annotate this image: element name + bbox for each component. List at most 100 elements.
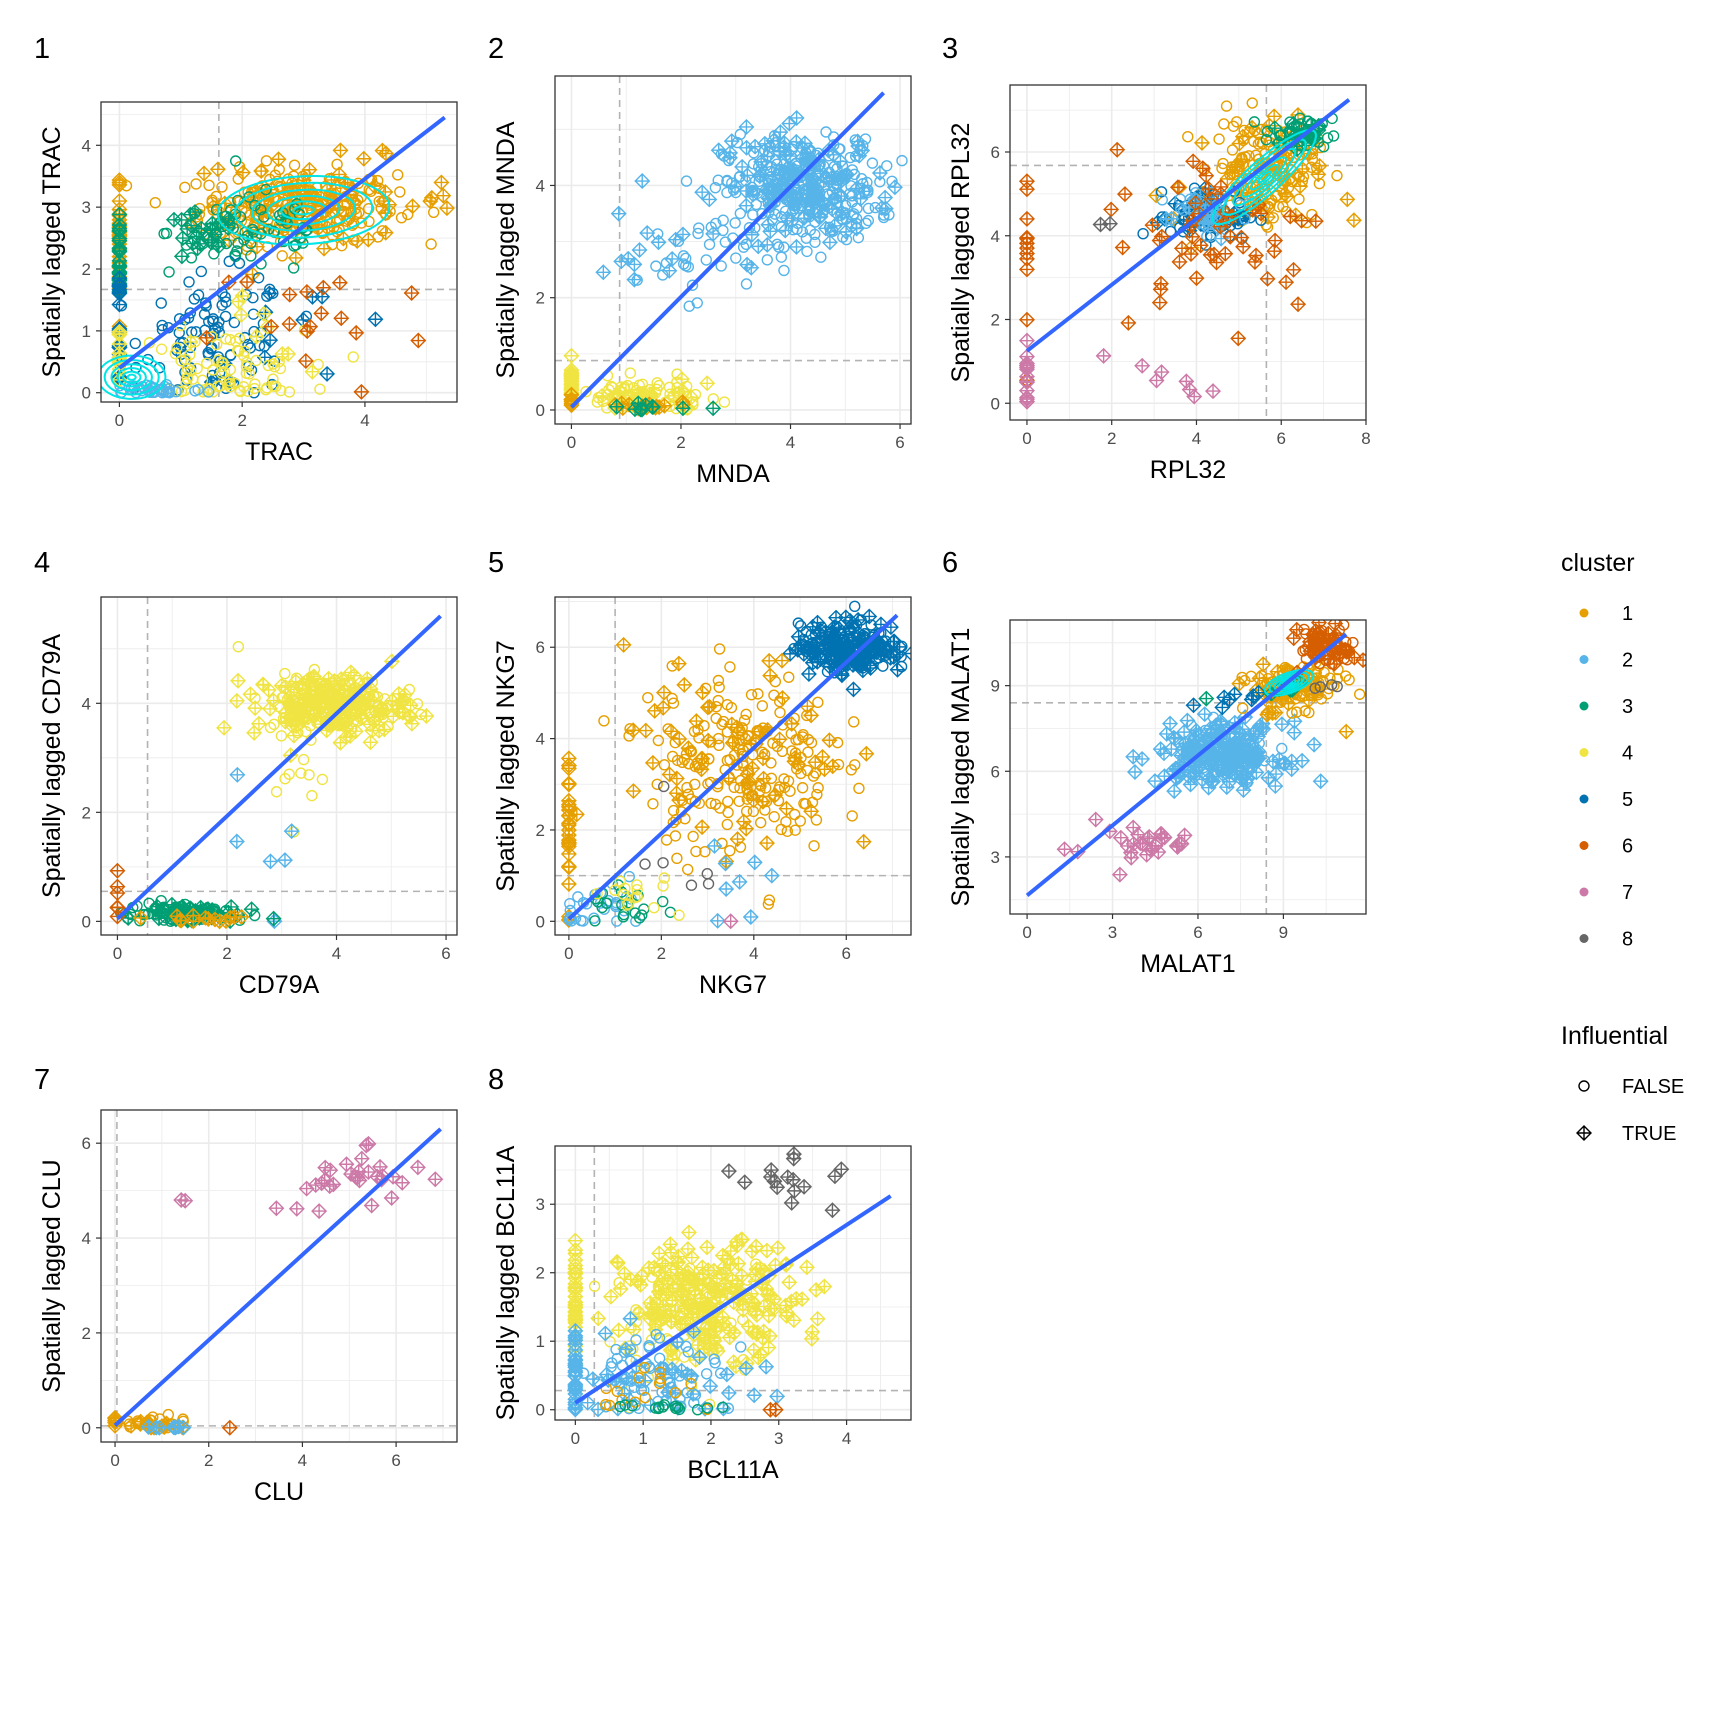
panel-border <box>100 1109 458 1443</box>
point-influential <box>409 1159 426 1176</box>
legend-cluster-key <box>1579 701 1589 711</box>
point-influential <box>748 1326 765 1343</box>
point <box>712 674 725 687</box>
point <box>171 342 183 354</box>
point <box>734 774 747 787</box>
point-influential <box>353 383 370 400</box>
y-tick-label: 4 <box>82 694 91 713</box>
point <box>1331 680 1343 693</box>
point-influential <box>1162 715 1179 732</box>
point-influential <box>755 750 772 767</box>
point <box>249 378 261 390</box>
legend-circle-key <box>1578 1080 1590 1092</box>
point <box>710 1321 723 1333</box>
point <box>155 297 167 309</box>
point-influential <box>253 163 270 180</box>
point <box>658 759 671 771</box>
point-influential <box>602 1288 619 1305</box>
point-influential <box>774 689 791 706</box>
point <box>196 374 209 386</box>
point-influential <box>746 854 763 871</box>
point-influential <box>739 766 756 783</box>
point-influential <box>331 274 348 291</box>
point-influential <box>731 873 748 890</box>
point-influential <box>597 1325 614 1342</box>
point-influential <box>1018 210 1035 227</box>
point <box>831 162 843 175</box>
panel-tag: 2 <box>488 33 504 65</box>
point-influential <box>914 208 928 222</box>
point <box>810 814 823 826</box>
point-influential <box>584 1371 601 1388</box>
point-influential <box>615 636 632 653</box>
point-influential <box>315 279 332 296</box>
point-influential <box>567 1299 584 1316</box>
point-influential <box>762 667 779 684</box>
point-influential <box>1198 690 1215 707</box>
point-influential <box>803 803 820 820</box>
point <box>115 300 128 312</box>
point <box>615 886 628 898</box>
point <box>626 1400 638 1412</box>
point <box>1261 125 1274 138</box>
point-influential <box>1166 783 1183 800</box>
y-axis-title: Spatially lagged RPL32 <box>947 123 975 383</box>
point-influential <box>709 912 726 929</box>
point <box>740 278 753 290</box>
point <box>700 254 712 266</box>
point-influential <box>111 206 128 223</box>
point-influential <box>848 220 865 237</box>
point-influential <box>759 236 776 253</box>
point-influential <box>739 167 756 184</box>
point-influential <box>1185 153 1202 170</box>
point <box>658 1399 671 1411</box>
point-influential <box>1285 261 1302 278</box>
point <box>789 824 801 836</box>
point <box>686 279 699 291</box>
point-influential <box>756 135 773 152</box>
point <box>896 154 908 167</box>
point <box>619 882 631 894</box>
point-influential <box>828 609 844 626</box>
point-influential <box>111 284 128 301</box>
point-influential <box>563 366 580 383</box>
point <box>653 1332 666 1344</box>
density-contour <box>116 367 147 388</box>
point-influential <box>594 387 611 404</box>
point-influential <box>1018 332 1035 349</box>
point <box>725 701 738 714</box>
point <box>264 721 277 734</box>
point <box>778 773 790 785</box>
point-influential <box>1018 311 1035 328</box>
point <box>801 764 814 777</box>
point-influential <box>736 1174 753 1191</box>
point-influential <box>304 363 321 380</box>
point-influential <box>699 375 716 392</box>
point-influential <box>196 165 213 182</box>
point <box>832 758 845 771</box>
point <box>768 811 780 823</box>
point-influential <box>410 332 427 349</box>
point <box>216 181 228 193</box>
point-influential <box>298 283 315 300</box>
point-influential <box>560 760 577 777</box>
point-influential <box>821 732 838 749</box>
point-influential <box>403 285 420 302</box>
point <box>845 764 857 776</box>
y-tick-label: 0 <box>536 1401 545 1420</box>
point-influential <box>1230 330 1247 347</box>
point-influential <box>330 688 347 705</box>
point-influential <box>322 1162 339 1179</box>
point <box>613 1276 625 1289</box>
point <box>288 159 301 171</box>
point-influential <box>1282 208 1299 225</box>
point-influential <box>673 371 690 388</box>
point-influential <box>774 652 790 669</box>
x-tick-label: 2 <box>1107 429 1116 448</box>
point <box>631 879 643 891</box>
y-tick-label: 0 <box>82 1419 91 1438</box>
point <box>715 260 727 272</box>
point <box>592 896 604 908</box>
point-influential <box>198 329 215 346</box>
point <box>711 1303 723 1315</box>
